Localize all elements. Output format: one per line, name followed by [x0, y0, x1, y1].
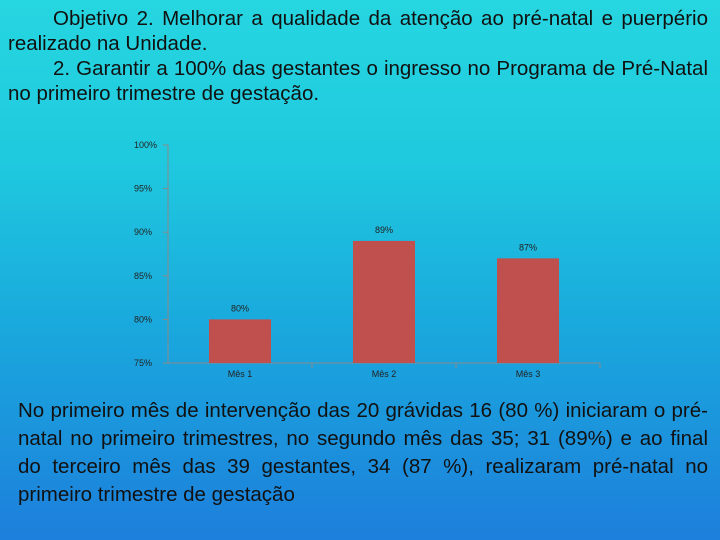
- objective-goal: 2. Garantir a 100% das gestantes o ingre…: [8, 57, 708, 105]
- y-tick-label: 90%: [134, 227, 152, 237]
- summary-text: No primeiro mês de intervenção das 20 gr…: [18, 399, 708, 506]
- bar-chart: 75% 80% 85% 90% 95% 100% 80% Mês 1 89% Mês 2 87% Mê…: [120, 135, 620, 385]
- objective-title: Objetivo 2. Melhorar a qualidade da aten…: [8, 7, 708, 55]
- x-tick-label: Mês 3: [516, 369, 541, 379]
- data-label: 87%: [519, 242, 537, 252]
- data-label: 80%: [231, 303, 249, 313]
- bar: [497, 258, 559, 363]
- bar-chart-svg: 75% 80% 85% 90% 95% 100% 80% Mês 1 89% Mês 2 87% Mê…: [134, 140, 601, 379]
- y-tick-label: 80%: [134, 314, 152, 324]
- bar: [353, 240, 415, 363]
- x-tick-label: Mês 2: [372, 369, 397, 379]
- bar: [209, 319, 271, 363]
- objective-heading: Objetivo 2. Melhorar a qualidade da aten…: [8, 6, 708, 106]
- y-tick-label: 85%: [134, 271, 152, 281]
- y-tick-label: 100%: [134, 140, 157, 150]
- data-label: 89%: [375, 225, 393, 235]
- y-tick-label: 75%: [134, 358, 152, 368]
- y-tick-label: 95%: [134, 184, 152, 194]
- x-tick-label: Mês 1: [228, 369, 253, 379]
